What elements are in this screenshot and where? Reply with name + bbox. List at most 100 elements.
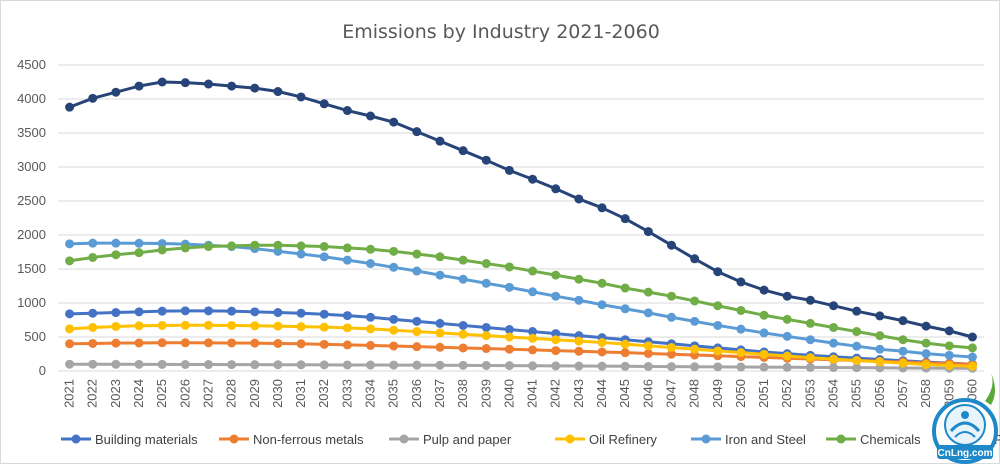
data-point xyxy=(852,363,862,373)
data-point xyxy=(296,339,306,349)
data-point xyxy=(666,291,676,301)
x-tick-label: 2024 xyxy=(131,379,146,408)
data-point xyxy=(342,340,352,350)
x-tick-label: 2040 xyxy=(501,379,516,408)
y-tick-label: 1500 xyxy=(17,261,46,276)
data-point xyxy=(203,306,213,316)
data-point xyxy=(875,357,885,367)
data-point xyxy=(713,301,723,311)
data-point xyxy=(366,111,376,121)
data-point xyxy=(134,321,144,331)
data-point xyxy=(921,321,931,331)
data-point xyxy=(852,355,862,365)
data-point xyxy=(296,308,306,318)
series-chemicals xyxy=(65,240,977,353)
data-point xyxy=(898,316,908,326)
data-point xyxy=(551,184,561,194)
data-point xyxy=(643,308,653,318)
data-point xyxy=(458,320,468,330)
data-point xyxy=(690,254,700,264)
data-point xyxy=(666,312,676,322)
data-point xyxy=(620,304,630,314)
x-tick-label: 2044 xyxy=(594,379,609,408)
data-point xyxy=(273,360,283,370)
data-point xyxy=(481,155,491,165)
data-point xyxy=(967,361,977,371)
data-point xyxy=(250,360,260,370)
data-point xyxy=(967,332,977,342)
data-point xyxy=(481,360,491,370)
data-point xyxy=(111,321,121,331)
data-point xyxy=(88,322,98,332)
data-point xyxy=(65,102,75,112)
legend-item: Non-ferrous metals xyxy=(219,432,364,447)
data-point xyxy=(88,93,98,103)
data-point xyxy=(412,342,422,352)
data-point xyxy=(157,245,167,255)
data-point xyxy=(180,78,190,88)
y-tick-label: 0 xyxy=(39,363,46,378)
data-point xyxy=(412,316,422,326)
x-tick-label: 2058 xyxy=(918,379,933,408)
data-point xyxy=(134,359,144,369)
data-point xyxy=(481,322,491,332)
x-tick-label: 2023 xyxy=(108,379,123,408)
legend-label: Building materials xyxy=(95,432,198,447)
data-point xyxy=(782,331,792,341)
data-point xyxy=(574,295,584,305)
x-tick-label: 2035 xyxy=(386,379,401,408)
data-point xyxy=(782,291,792,301)
data-point xyxy=(666,240,676,250)
data-point xyxy=(250,321,260,331)
data-point xyxy=(481,278,491,288)
data-point xyxy=(898,358,908,368)
x-tick-label: 2025 xyxy=(154,379,169,408)
data-point xyxy=(504,282,514,292)
legend-item: Chemicals xyxy=(826,432,921,447)
x-tick-label: 2053 xyxy=(802,379,817,408)
data-point xyxy=(342,106,352,116)
data-point xyxy=(435,136,445,146)
data-point xyxy=(389,325,399,335)
watermark-text: CnLng.com xyxy=(938,448,993,459)
data-point xyxy=(203,242,213,252)
y-tick-label: 2500 xyxy=(17,193,46,208)
data-point xyxy=(319,252,329,262)
data-point xyxy=(921,349,931,359)
data-point xyxy=(551,270,561,280)
x-tick-label: 2032 xyxy=(316,379,331,408)
data-point xyxy=(574,361,584,371)
data-point xyxy=(597,337,607,347)
data-point xyxy=(898,346,908,356)
series-power xyxy=(65,77,977,342)
data-point xyxy=(481,344,491,354)
legend-marker xyxy=(565,434,575,444)
series-oil-refinery xyxy=(65,320,977,371)
y-tick-label: 2000 xyxy=(17,227,46,242)
x-tick-label: 2037 xyxy=(432,379,447,408)
data-point xyxy=(967,343,977,353)
data-point xyxy=(690,296,700,306)
data-point xyxy=(296,92,306,102)
series-line xyxy=(69,309,973,366)
data-point xyxy=(643,361,653,371)
data-point xyxy=(296,249,306,259)
data-point xyxy=(921,360,931,370)
data-point xyxy=(805,335,815,345)
data-point xyxy=(597,278,607,288)
data-point xyxy=(296,241,306,251)
data-point xyxy=(412,327,422,337)
data-point xyxy=(435,318,445,328)
legend-label: Power xyxy=(994,432,1000,447)
data-point xyxy=(250,240,260,250)
legend-label: Pulp and paper xyxy=(423,432,512,447)
data-point xyxy=(967,352,977,362)
data-point xyxy=(852,327,862,337)
data-point xyxy=(713,346,723,356)
data-point xyxy=(111,338,121,348)
data-point xyxy=(528,361,538,371)
data-point xyxy=(759,362,769,372)
x-tick-label: 2039 xyxy=(478,379,493,408)
data-point xyxy=(180,320,190,330)
